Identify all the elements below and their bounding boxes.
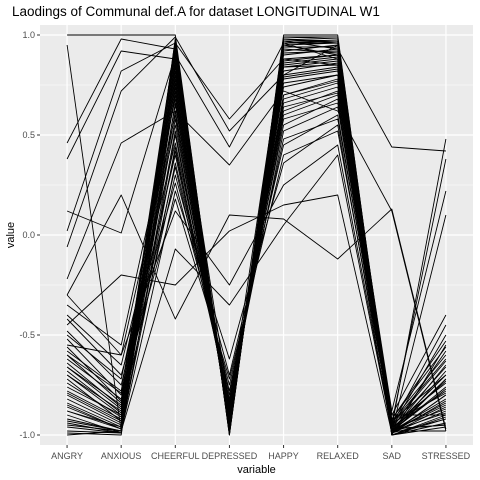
x-tick-label: HAPPY — [268, 451, 299, 461]
series-line — [66, 42, 446, 416]
y-axis-title: value — [5, 222, 17, 248]
x-axis-title: variable — [237, 464, 276, 476]
x-tick-label: SAD — [383, 451, 402, 461]
chart-title: Laodings of Communal def.A for dataset L… — [12, 4, 380, 19]
x-tick-label: CHEERFUL — [151, 451, 200, 461]
minor-gridlines — [40, 84, 473, 386]
x-tick-label: RELAXED — [317, 451, 360, 461]
x-tick-label: ANGRY — [51, 451, 83, 461]
y-tick-label: -1.0 — [19, 430, 35, 440]
x-axis-ticks: ANGRY ANXIOUS CHEERFUL DEPRESSED HAPPY RELAXE… — [51, 445, 471, 461]
y-tick-label: 0.0 — [22, 230, 35, 240]
y-axis-ticks: -1.0 -0.5 0.0 0.5 1.0 — [19, 30, 40, 440]
series-line — [66, 194, 447, 430]
x-tick-label: ANXIOUS — [101, 451, 142, 461]
series-line — [66, 90, 447, 432]
x-tick-label: STRESSED — [422, 451, 471, 461]
y-tick-label: 1.0 — [22, 30, 35, 40]
series-line — [66, 130, 447, 424]
series-line — [67, 40, 447, 436]
series-line — [66, 38, 446, 422]
series-lines — [66, 34, 447, 436]
x-tick-label: DEPRESSED — [202, 451, 258, 461]
series-line — [66, 194, 447, 434]
y-tick-label: -0.5 — [19, 330, 35, 340]
y-tick-label: 0.5 — [22, 130, 35, 140]
